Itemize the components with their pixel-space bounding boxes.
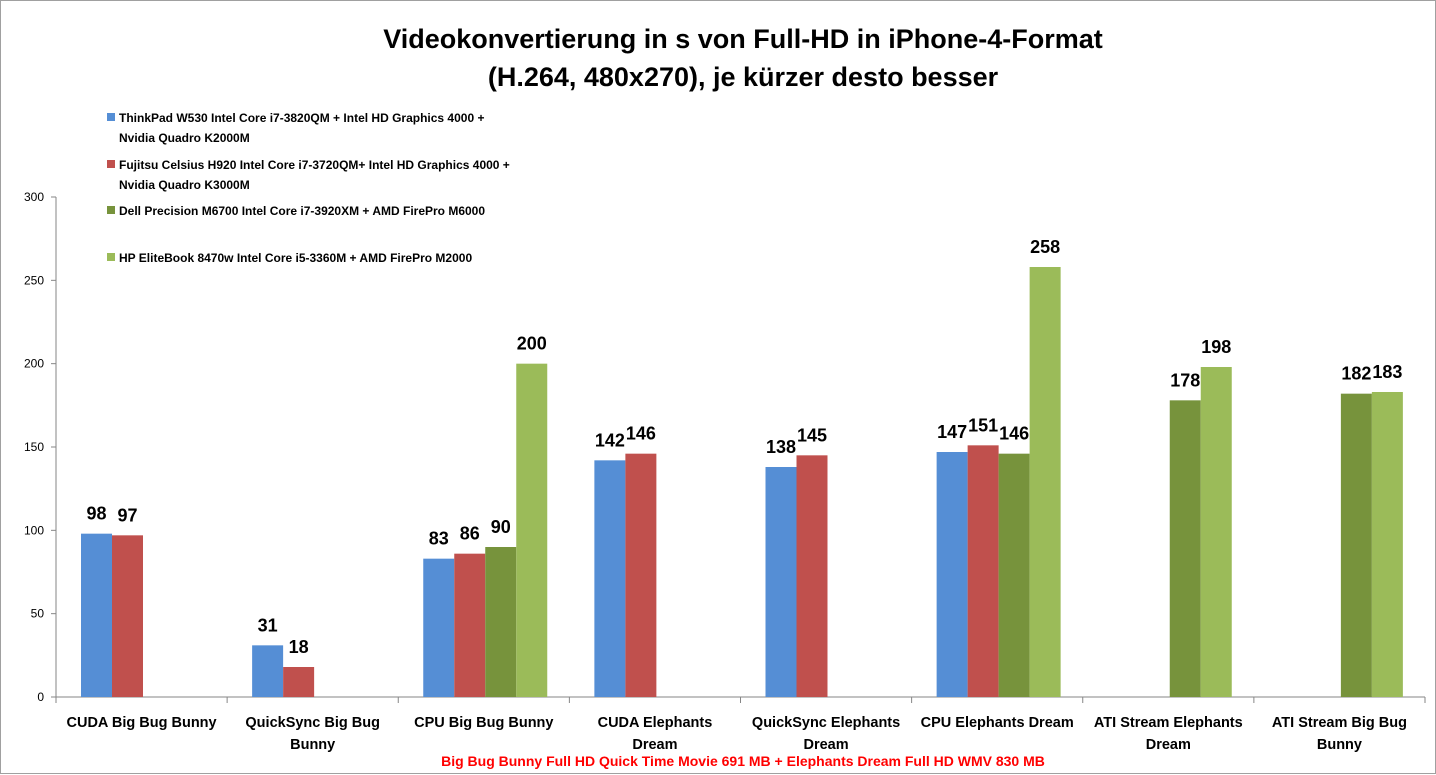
category-label: Dream	[1146, 737, 1191, 753]
bar	[81, 533, 112, 697]
data-label: 83	[429, 529, 449, 549]
bar	[967, 445, 999, 697]
bar	[454, 553, 486, 697]
data-label: 147	[937, 422, 967, 442]
y-tick-label: 250	[24, 273, 44, 287]
bar	[283, 667, 315, 697]
category-label: CUDA Big Bug Bunny	[67, 715, 217, 731]
legend-entry: HP EliteBook 8470w Intel Core i5-3360M +…	[119, 251, 472, 265]
category-label: QuickSync Big Bug	[245, 715, 380, 731]
data-label: 98	[86, 504, 106, 524]
y-tick-label: 50	[31, 607, 45, 621]
data-label: 146	[626, 424, 656, 444]
y-tick-label: 0	[37, 690, 44, 704]
bar	[485, 547, 517, 697]
legend-entry: ThinkPad W530 Intel Core i7-3820QM + Int…	[119, 111, 484, 125]
category-label: CUDA Elephants	[598, 715, 713, 731]
bar	[936, 452, 968, 697]
data-label: 200	[517, 334, 547, 354]
category-label: Dream	[632, 737, 677, 753]
footnote-text: Big Bug Bunny Full HD Quick Time Movie 6…	[441, 753, 1045, 769]
data-label: 258	[1030, 237, 1060, 257]
bar	[1340, 393, 1372, 697]
bar	[1169, 400, 1201, 697]
bar	[998, 453, 1030, 697]
data-label: 145	[797, 425, 827, 445]
legend-entry: Nvidia Quadro K2000M	[119, 131, 250, 145]
y-tick-label: 150	[24, 440, 44, 454]
bar	[423, 558, 455, 697]
legend-entry: Nvidia Quadro K3000M	[119, 178, 250, 192]
data-label: 97	[117, 505, 137, 525]
category-label: Bunny	[290, 737, 335, 753]
category-label: ATI Stream Big Bug	[1272, 715, 1407, 731]
legend: ThinkPad W530 Intel Core i7-3820QM + Int…	[107, 111, 510, 265]
legend-entry: Dell Precision M6700 Intel Core i7-3920X…	[119, 204, 485, 218]
y-tick-label: 300	[24, 190, 44, 204]
data-label: 86	[460, 524, 480, 544]
footnote: Big Bug Bunny Full HD Quick Time Movie 6…	[441, 753, 1045, 769]
data-label: 142	[595, 430, 625, 450]
data-label: 90	[491, 517, 511, 537]
y-tick-label: 200	[24, 357, 44, 371]
bar	[1029, 267, 1061, 697]
chart-title: Videokonvertierung in s von Full-HD in i…	[383, 24, 1103, 92]
legend-entry: Fujitsu Celsius H920 Intel Core i7-3720Q…	[119, 158, 510, 172]
bar	[625, 453, 657, 697]
bar	[112, 535, 143, 697]
bar	[796, 455, 828, 697]
data-label: 146	[999, 424, 1029, 444]
legend-swatch	[107, 206, 115, 214]
bar	[516, 363, 548, 697]
data-label: 138	[766, 437, 796, 457]
category-label: QuickSync Elephants	[752, 715, 900, 731]
title-line: (H.264, 480x270), je kürzer desto besser	[488, 62, 999, 92]
data-label: 178	[1170, 370, 1200, 390]
category-label: CPU Elephants Dream	[921, 715, 1074, 731]
bars	[81, 267, 1403, 697]
legend-swatch	[107, 253, 115, 261]
data-label: 183	[1372, 362, 1402, 382]
bar	[252, 645, 284, 697]
data-label: 198	[1201, 337, 1231, 357]
category-label: Bunny	[1317, 737, 1362, 753]
bar	[765, 467, 797, 697]
category-label: Dream	[803, 737, 848, 753]
title-line: Videokonvertierung in s von Full-HD in i…	[383, 24, 1103, 54]
legend-swatch	[107, 113, 115, 121]
data-label: 18	[289, 637, 309, 657]
category-label: CPU Big Bug Bunny	[414, 715, 553, 731]
bar	[1200, 367, 1232, 697]
category-labels: CUDA Big Bug Bunny QuickSync Big Bug Bunny…	[67, 715, 1407, 753]
y-tick-label: 100	[24, 523, 44, 537]
data-label: 151	[968, 415, 998, 435]
bar	[1371, 392, 1403, 697]
data-label: 31	[258, 615, 278, 635]
data-labels: 98 31 83 142 138 147 97 18 86 146 145 151 90 146 178 18…	[86, 237, 1402, 657]
data-label: 182	[1341, 364, 1371, 384]
category-label: ATI Stream Elephants	[1094, 715, 1243, 731]
legend-swatch	[107, 160, 115, 168]
bar	[594, 460, 626, 697]
